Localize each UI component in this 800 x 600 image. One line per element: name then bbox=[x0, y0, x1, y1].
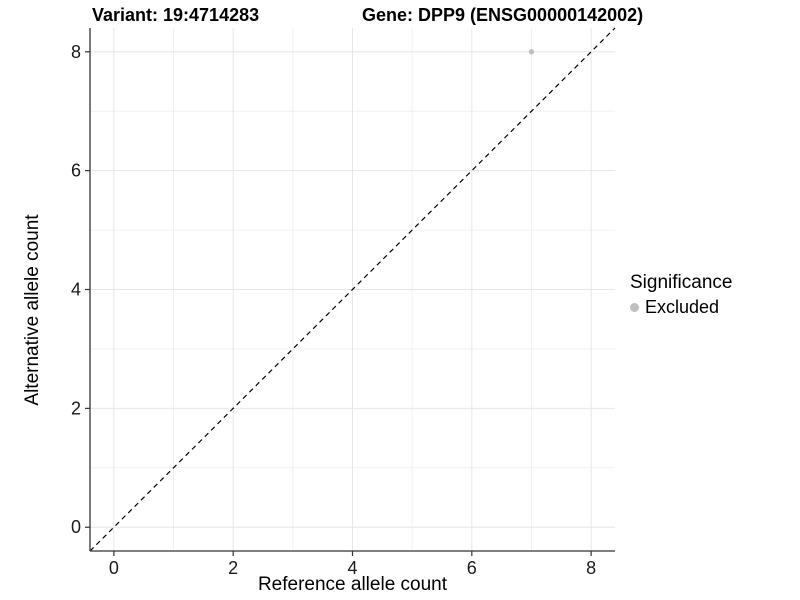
legend: Significance Excluded bbox=[630, 272, 732, 318]
x-tick-label: 8 bbox=[586, 558, 596, 578]
x-tick-label: 2 bbox=[228, 558, 238, 578]
data-point bbox=[528, 49, 535, 55]
variant-title: Variant: 19:4714283 bbox=[92, 5, 260, 25]
y-axis-title: Alternative allele count bbox=[22, 214, 43, 406]
y-tick-label: 6 bbox=[71, 161, 81, 181]
y-tick-label: 4 bbox=[71, 280, 81, 300]
legend-item-excluded: Excluded bbox=[630, 297, 732, 318]
x-tick-label: 0 bbox=[109, 558, 119, 578]
y-tick-label: 0 bbox=[71, 517, 81, 537]
y-tick-label: 2 bbox=[71, 398, 81, 418]
gene-title: Gene: DPP9 (ENSG00000142002) bbox=[362, 5, 644, 25]
legend-title: Significance bbox=[630, 272, 733, 293]
x-tick-label: 4 bbox=[347, 558, 357, 578]
y-tick-label: 8 bbox=[71, 42, 81, 62]
legend-item-label: Excluded bbox=[645, 297, 720, 317]
excluded-point-icon bbox=[630, 303, 639, 312]
x-axis-title: Reference allele count bbox=[257, 574, 448, 595]
x-tick-label: 6 bbox=[467, 558, 477, 578]
identity-line bbox=[89, 27, 616, 552]
